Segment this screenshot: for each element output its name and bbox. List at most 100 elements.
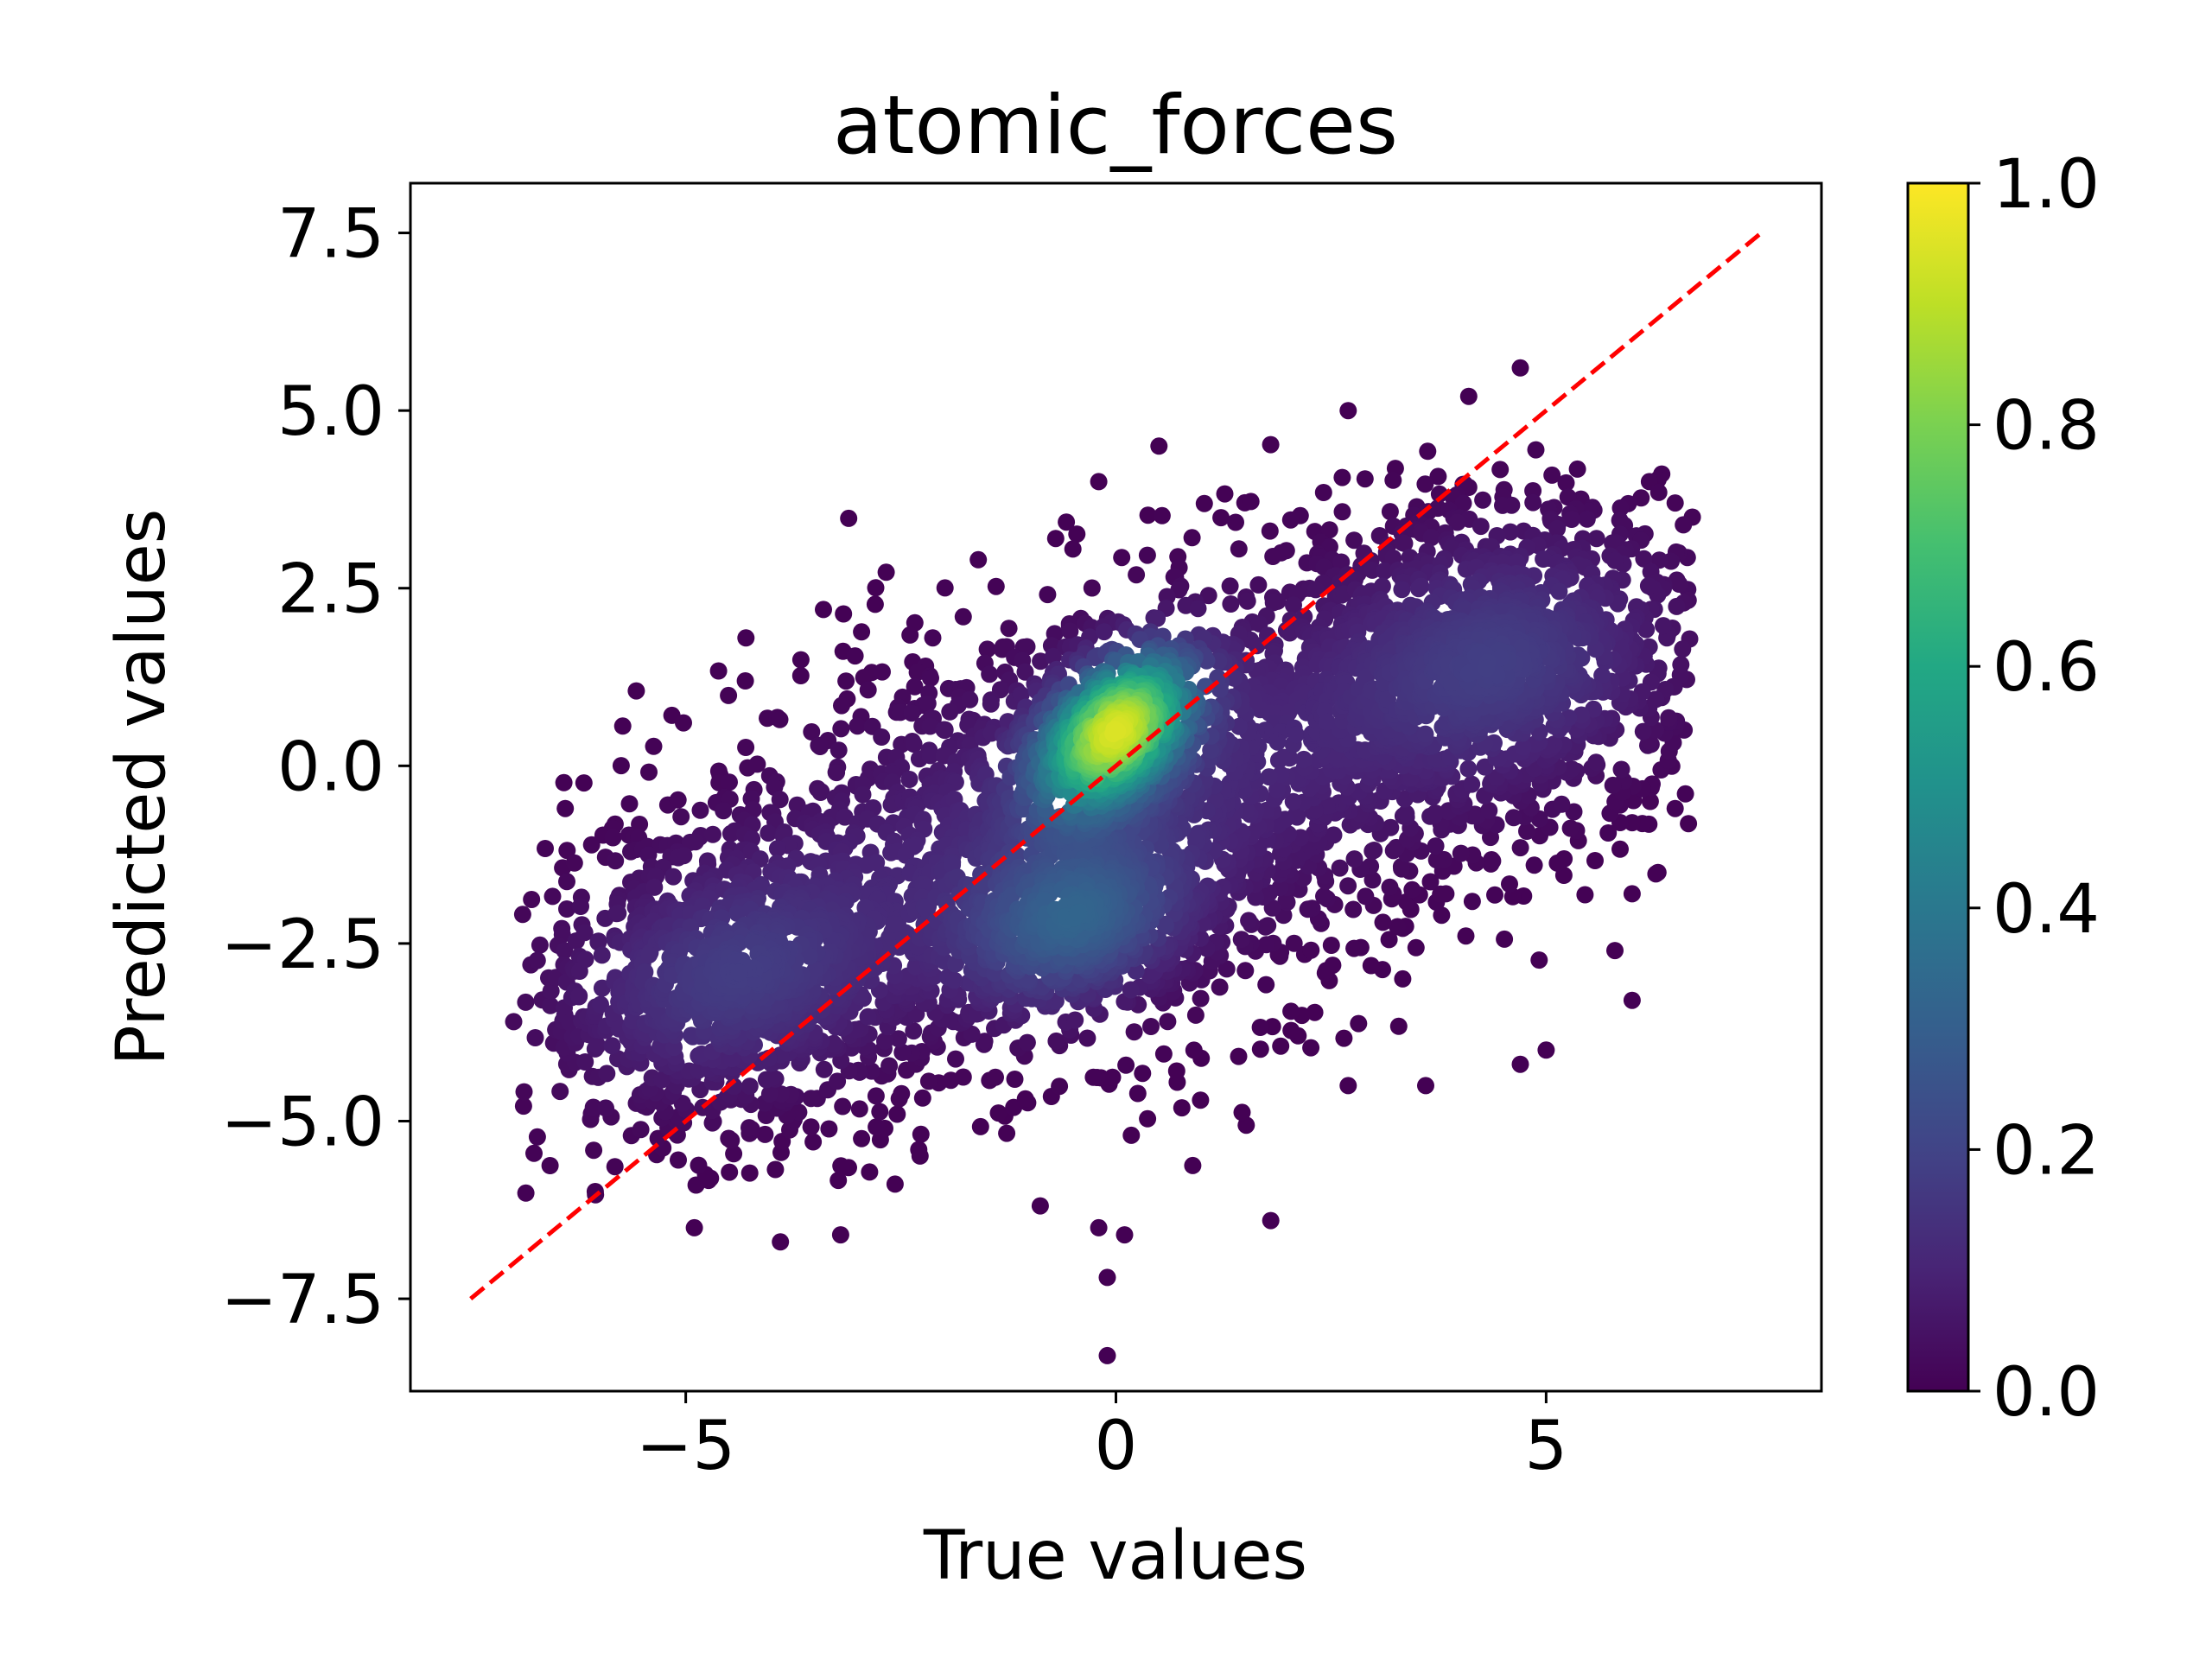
scatter-point — [886, 1175, 904, 1193]
scatter-point — [846, 647, 864, 665]
scatter-point — [1138, 546, 1156, 564]
scatter-point — [1550, 582, 1568, 601]
scatter-point — [1256, 918, 1274, 936]
scatter-point — [1578, 510, 1596, 528]
scatter-point — [1095, 623, 1113, 641]
scatter-point — [737, 629, 755, 647]
scatter-point — [828, 764, 846, 782]
scatter-point — [982, 695, 1000, 713]
scatter-point — [1562, 760, 1580, 778]
scatter-point — [1457, 927, 1475, 945]
scatter-point — [528, 1128, 546, 1146]
scatter-point — [905, 735, 923, 753]
scatter-point — [632, 1121, 650, 1139]
scatter-point — [921, 747, 939, 765]
scatter-point — [1576, 886, 1594, 904]
scatter-point — [811, 738, 830, 755]
scatter-point — [565, 854, 583, 872]
scatter-point — [737, 739, 755, 756]
scatter-point — [1465, 805, 1484, 823]
scatter-point — [836, 808, 854, 826]
scatter-point — [969, 550, 988, 569]
scatter-point — [1557, 474, 1575, 492]
scatter-point — [921, 717, 939, 735]
scatter-point — [1454, 494, 1472, 512]
scatter-point — [1672, 656, 1690, 674]
scatter-point — [1217, 960, 1236, 978]
scatter-point — [873, 728, 891, 746]
scatter-point — [586, 1183, 604, 1200]
scatter-point — [721, 824, 740, 842]
scatter-point — [690, 1156, 708, 1174]
scatter-point — [1282, 1002, 1300, 1020]
scatter-point — [1285, 596, 1302, 614]
scatter-point — [1084, 1068, 1103, 1086]
scatter-point — [1184, 1156, 1202, 1174]
scatter-point — [1078, 1029, 1096, 1047]
scatter-point — [1299, 900, 1317, 918]
scatter-point — [1061, 622, 1079, 640]
scatter-point — [576, 1053, 594, 1071]
scatter-point — [1134, 1065, 1152, 1083]
scatter-point — [1302, 941, 1320, 959]
scatter-point — [1675, 516, 1693, 534]
scatter-point — [1429, 467, 1447, 486]
scatter-point — [1116, 1226, 1134, 1244]
scatter-point — [1668, 597, 1686, 615]
scatter-point — [1227, 513, 1244, 531]
scatter-point — [989, 1104, 1007, 1122]
scatter-point — [1491, 461, 1510, 479]
scatter-point — [1006, 1071, 1024, 1088]
scatter-point — [1306, 1003, 1324, 1021]
scatter-point — [725, 1145, 743, 1163]
scatter-point — [1676, 785, 1694, 803]
scatter-point — [1211, 978, 1229, 996]
scatter-point — [1397, 804, 1415, 823]
scatter-point — [1344, 900, 1363, 918]
scatter-point — [555, 773, 573, 791]
scatter-point — [1632, 489, 1650, 507]
scatter-point — [978, 640, 996, 658]
scatter-point — [771, 791, 789, 809]
scatter-point — [1416, 725, 1434, 743]
scatter-point — [1173, 1099, 1191, 1117]
scatter-point — [576, 950, 594, 969]
scatter-point — [1471, 518, 1490, 536]
scatter-point — [1623, 991, 1641, 1009]
scatter-point — [1555, 850, 1573, 868]
scatter-point — [1335, 1029, 1353, 1047]
scatter-point — [730, 963, 748, 982]
scatter-point — [1606, 551, 1624, 569]
scatter-point — [1272, 1037, 1290, 1055]
scatter-point — [1248, 637, 1266, 655]
scatter-point — [1284, 792, 1302, 810]
scatter-point — [849, 717, 867, 735]
scatter-point — [835, 605, 853, 623]
scatter-point — [575, 774, 593, 792]
scatter-point — [1222, 595, 1240, 613]
scatter-point — [1233, 1103, 1251, 1122]
scatter-point — [811, 784, 830, 801]
scatter-point — [831, 1226, 849, 1244]
scatter-point — [1324, 957, 1342, 975]
scatter-point — [570, 987, 588, 1005]
scatter-point — [609, 904, 627, 922]
scatter-point — [998, 1124, 1016, 1142]
scatter-point — [1339, 1077, 1357, 1095]
scatter-point — [987, 1068, 1004, 1086]
scatter-point — [1525, 856, 1543, 874]
scatter-point — [1374, 913, 1392, 931]
scatter-point — [1537, 1041, 1555, 1059]
scatter-point — [850, 1100, 868, 1118]
scatter-point — [1047, 1032, 1065, 1050]
scatter-point — [1419, 442, 1437, 461]
scatter-point — [1393, 581, 1411, 599]
scatter-point — [645, 878, 664, 896]
scatter-point — [1422, 529, 1440, 547]
scatter-point — [802, 1118, 820, 1136]
scatter-point — [832, 1157, 850, 1175]
scatter-point — [1192, 1091, 1210, 1109]
scatter-point — [1236, 962, 1255, 980]
scatter-point — [1373, 577, 1391, 595]
scatter-point — [981, 665, 999, 683]
